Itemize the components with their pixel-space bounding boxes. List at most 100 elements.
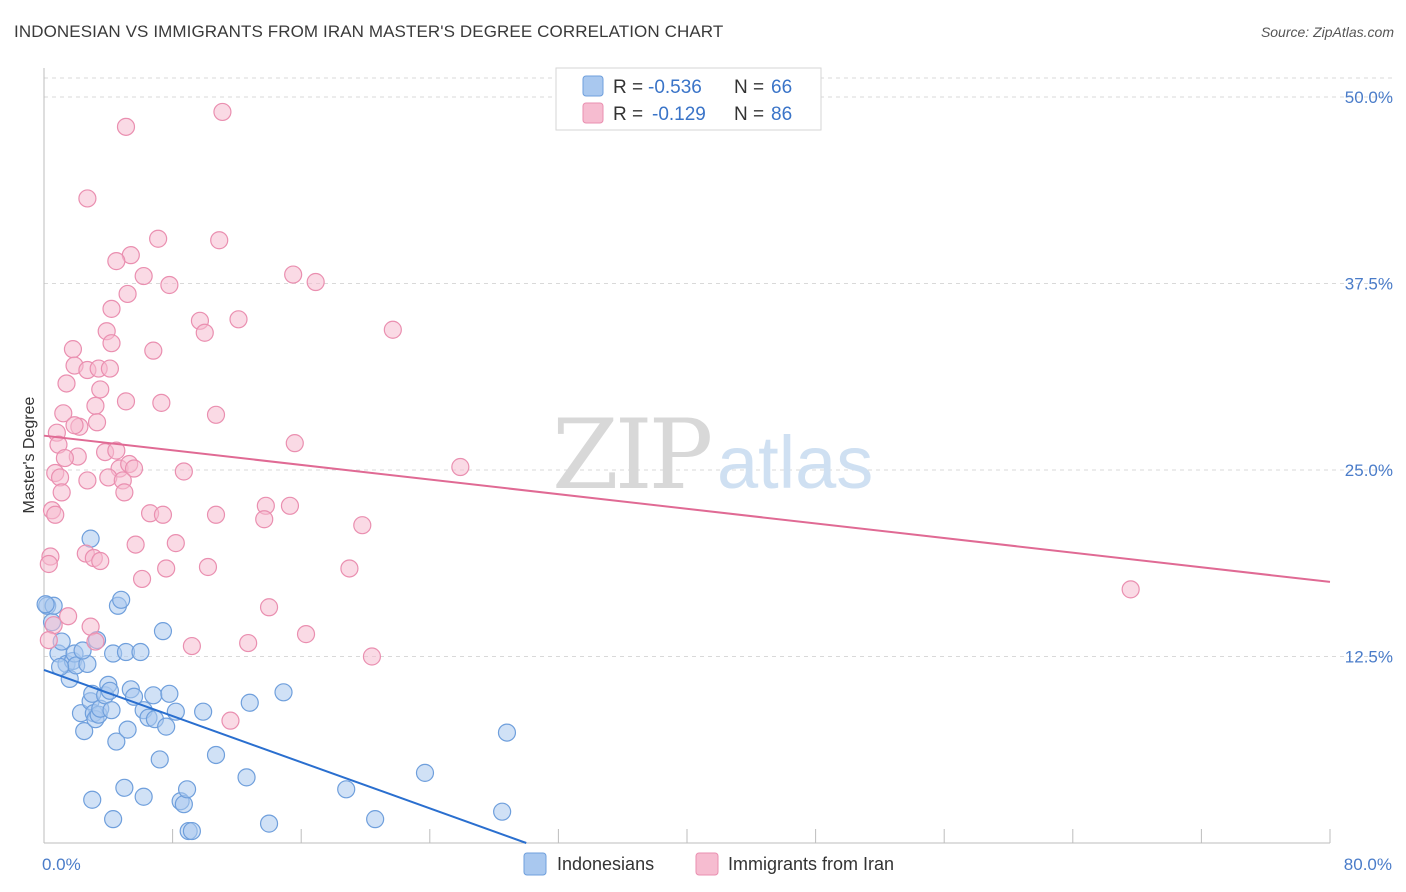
grid-layer xyxy=(44,77,1394,657)
iran-point-51 xyxy=(52,483,71,502)
watermark: ZIP atlas xyxy=(552,399,873,511)
indonesians-point-54 xyxy=(366,810,385,829)
iran-point-9 xyxy=(284,265,303,284)
y-tick-label-1: 25.0% xyxy=(1345,461,1393,480)
indonesians-point-60 xyxy=(134,787,153,806)
watermark-zip: ZIP xyxy=(552,399,711,511)
iran-point-68 xyxy=(198,557,218,577)
indonesians-point-29 xyxy=(118,720,137,739)
iran-point-7 xyxy=(134,266,153,286)
iran-point-73 xyxy=(259,598,279,617)
iran-point-20 xyxy=(63,340,83,359)
iran-point-27 xyxy=(116,392,136,411)
series-indonesians-points xyxy=(36,529,517,841)
legend-swatch-blue xyxy=(582,75,604,97)
iran-point-30 xyxy=(54,404,73,423)
iran-point-26 xyxy=(91,380,110,399)
iran-point-74 xyxy=(59,607,78,626)
iran-point-82 xyxy=(362,647,382,666)
bottom-legend: Indonesians Immigrants from Iran xyxy=(523,852,894,876)
iran-trend-line xyxy=(43,434,1331,583)
stats-legend: R = -0.536 N = 66 R = -0.129 N = 86 xyxy=(555,67,822,131)
iran-point-12 xyxy=(102,299,121,318)
iran-point-69 xyxy=(157,559,176,578)
iran-point-24 xyxy=(100,359,120,378)
iran-point-61 xyxy=(353,516,372,535)
iran-point-77 xyxy=(296,625,316,644)
iran-point-33 xyxy=(87,413,107,432)
indonesians-point-39 xyxy=(157,717,176,736)
iran-point-78 xyxy=(86,632,105,651)
bottom-legend-swatch-pink[interactable] xyxy=(695,852,719,876)
x-tick-label-min: 0.0% xyxy=(42,855,81,874)
indonesians-point-23 xyxy=(102,701,121,720)
legend-n-value-1: 66 xyxy=(771,77,792,98)
bottom-legend-swatch-blue[interactable] xyxy=(523,852,547,876)
iran-point-47 xyxy=(50,468,70,487)
iran-point-25 xyxy=(57,374,76,393)
iran-point-85 xyxy=(451,457,470,477)
iran-point-84 xyxy=(1121,580,1140,599)
watermark-atlas: atlas xyxy=(717,421,873,504)
iran-point-79 xyxy=(39,630,58,650)
iran-point-60 xyxy=(46,505,65,524)
indonesians-point-58 xyxy=(104,810,123,829)
y-tick-label-0: 12.5% xyxy=(1345,648,1393,667)
iran-point-71 xyxy=(91,551,110,571)
indonesians-point-25 xyxy=(107,732,126,751)
y-axis-title: Master's Degree xyxy=(21,396,38,513)
indonesians-point-55 xyxy=(415,763,435,782)
iran-point-11 xyxy=(118,284,137,304)
trend-lines xyxy=(43,434,1331,844)
legend-swatch-pink xyxy=(582,102,604,124)
indonesians-point-53 xyxy=(337,780,356,799)
iran-point-40 xyxy=(107,441,126,460)
legend-n-value-2: 86 xyxy=(771,104,792,125)
y-tick-label-2: 37.5% xyxy=(1345,275,1393,294)
iran-point-14 xyxy=(229,310,248,329)
indonesians-point-44 xyxy=(177,780,197,799)
indonesians-point-56 xyxy=(493,802,512,821)
iran-point-62 xyxy=(126,535,145,554)
indonesians-point-49 xyxy=(237,768,256,787)
iran-point-8 xyxy=(160,275,179,295)
indonesians-point-47 xyxy=(194,702,213,721)
iran-point-41 xyxy=(55,448,74,468)
iran-point-52 xyxy=(115,483,134,502)
indonesians-point-46 xyxy=(182,821,201,841)
legend-r-value-1: -0.536 xyxy=(648,77,702,98)
indonesians-point-35 xyxy=(144,686,163,705)
iran-point-56 xyxy=(153,505,173,524)
iran-point-63 xyxy=(166,534,185,553)
iran-point-67 xyxy=(39,554,58,574)
iran-point-18 xyxy=(102,334,121,353)
indonesians-point-38 xyxy=(153,622,173,641)
bottom-legend-label-iran[interactable]: Immigrants from Iran xyxy=(728,854,894,874)
iran-point-4 xyxy=(210,231,229,250)
iran-point-0 xyxy=(213,102,232,122)
iran-point-70 xyxy=(340,559,359,578)
indonesians-point-52 xyxy=(274,683,293,702)
indonesians-point-51 xyxy=(259,814,279,833)
iran-point-80 xyxy=(239,633,258,653)
legend-r-value-2: -0.129 xyxy=(652,104,706,125)
iran-point-72 xyxy=(132,569,152,589)
iran-point-28 xyxy=(152,393,171,412)
bottom-legend-label-indonesians[interactable]: Indonesians xyxy=(557,854,654,874)
chart-title: INDONESIAN VS IMMIGRANTS FROM IRAN MASTE… xyxy=(14,22,724,41)
series-iran-points xyxy=(39,102,1140,730)
indonesians-point-65 xyxy=(36,595,55,614)
iran-point-57 xyxy=(206,505,226,524)
iran-point-31 xyxy=(206,405,226,424)
indonesians-point-61 xyxy=(83,790,102,809)
indonesians-point-27 xyxy=(112,590,131,609)
indonesians-point-43 xyxy=(174,795,193,814)
x-axis-ticks xyxy=(43,829,1331,843)
iran-point-2 xyxy=(78,189,97,208)
iran-point-6 xyxy=(107,252,126,271)
indonesians-point-50 xyxy=(240,693,259,712)
iran-point-54 xyxy=(280,496,300,515)
indonesians-trend-line xyxy=(43,668,527,844)
iran-point-34 xyxy=(65,416,84,435)
indonesians-point-48 xyxy=(206,745,226,765)
